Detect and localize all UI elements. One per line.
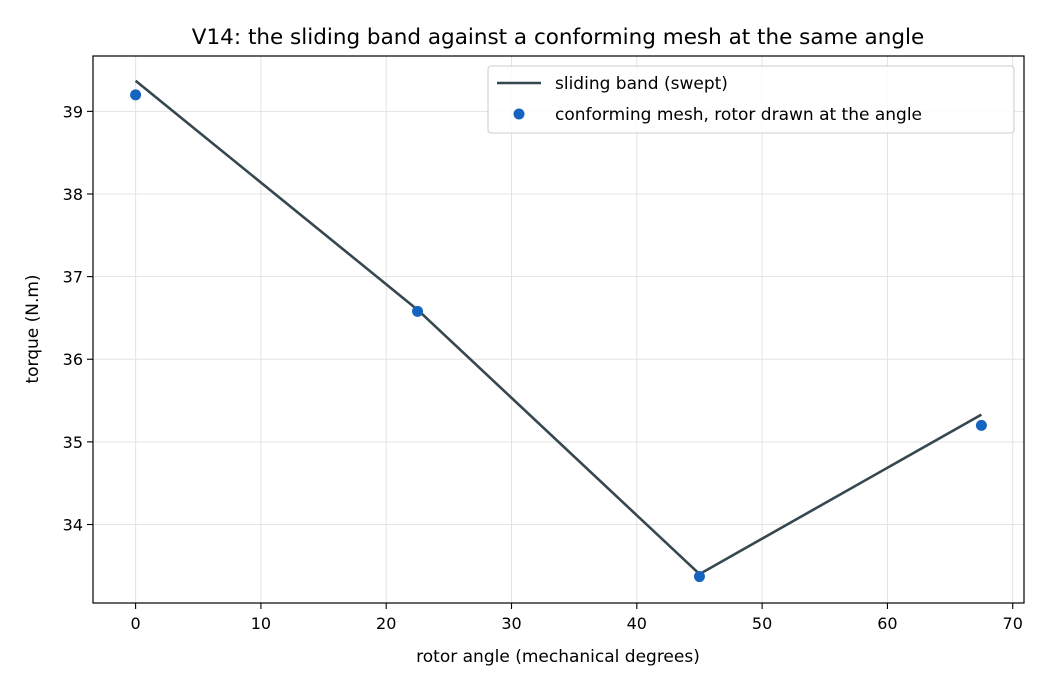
- plot-area: [130, 79, 987, 583]
- x-axis: 0 10 20 30 40 50 60 70: [131, 603, 1023, 633]
- plot-frame: [92, 55, 1025, 604]
- chart-title: V14: the sliding band against a conformi…: [192, 25, 924, 50]
- y-tick-label: 34: [63, 516, 83, 535]
- x-axis-label: rotor angle (mechanical degrees): [416, 647, 700, 667]
- data-point-conforming-mesh: [693, 571, 705, 583]
- y-tick-label: 38: [63, 185, 83, 204]
- y-axis: 34 35 36 37 38 39: [63, 102, 93, 535]
- legend-marker-swatch: [513, 108, 525, 120]
- y-axis-label: torque (N.m): [23, 274, 43, 383]
- x-tick-label: 0: [131, 614, 141, 633]
- y-tick-label: 37: [63, 268, 83, 287]
- x-tick-label: 40: [627, 614, 647, 633]
- x-tick-label: 10: [251, 614, 271, 633]
- x-tick-label: 60: [877, 614, 897, 633]
- data-point-conforming-mesh: [975, 419, 987, 431]
- y-tick-label: 36: [63, 350, 83, 369]
- x-tick-label: 20: [376, 614, 396, 633]
- data-point-conforming-mesh: [130, 89, 142, 101]
- x-tick-label: 70: [1003, 614, 1023, 633]
- x-tick-label: 50: [752, 614, 772, 633]
- x-tick-label: 30: [501, 614, 521, 633]
- grid: [93, 56, 1024, 603]
- legend: sliding band (swept) conforming mesh, ro…: [487, 65, 1015, 134]
- y-tick-label: 39: [63, 102, 83, 121]
- legend-box: [487, 65, 1015, 134]
- legend-label-conforming-mesh: conforming mesh, rotor drawn at the angl…: [555, 105, 922, 125]
- data-point-conforming-mesh: [412, 305, 424, 317]
- legend-label-sliding-band: sliding band (swept): [555, 74, 728, 94]
- y-tick-label: 35: [63, 433, 83, 452]
- series-line-sliding-band: [134, 79, 983, 576]
